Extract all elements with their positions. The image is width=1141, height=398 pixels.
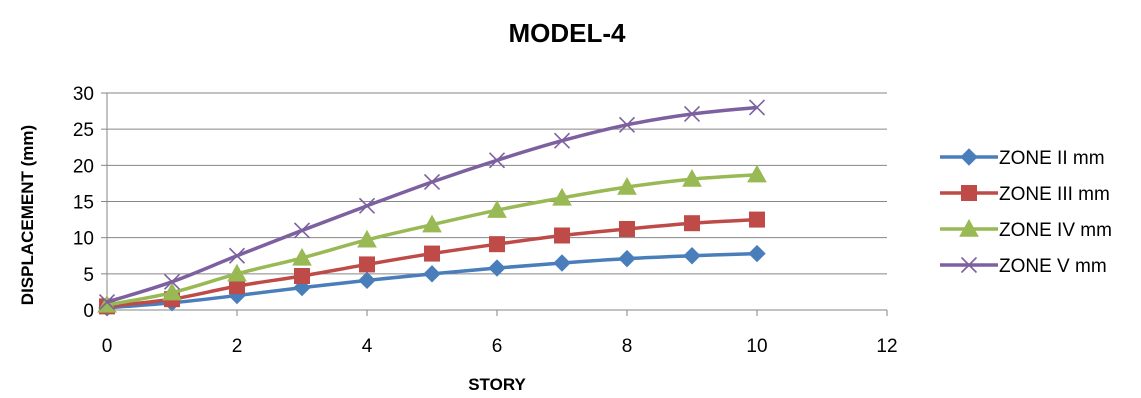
marker-stroke xyxy=(423,173,441,191)
series-3 xyxy=(97,164,767,313)
data-point xyxy=(748,244,766,263)
data-point xyxy=(487,200,507,218)
data-point xyxy=(97,294,117,313)
data-point xyxy=(294,268,310,285)
y-tick-label: 20 xyxy=(73,156,94,177)
data-point xyxy=(358,197,376,214)
x-tick-label: 2 xyxy=(232,336,243,357)
axes xyxy=(101,92,888,316)
data-point xyxy=(163,273,181,290)
plot-area xyxy=(97,99,767,317)
legend-item: ZONE V mm xyxy=(940,256,1107,277)
legend-label: ZONE II mm xyxy=(999,148,1105,169)
legend-marker xyxy=(959,218,979,237)
chart-title: MODEL-4 xyxy=(509,18,627,48)
y-axis-title: DISPLACEMENT (mm) xyxy=(18,125,37,305)
data-point xyxy=(554,227,570,244)
legend-marker xyxy=(960,256,978,274)
marker-stroke xyxy=(683,105,701,123)
x-tick-label: 4 xyxy=(362,336,373,357)
y-tick-labels: 0 5 10 15 20 25 30 xyxy=(73,84,94,322)
data-point xyxy=(749,211,765,228)
series-line xyxy=(106,172,758,307)
data-point xyxy=(423,265,441,283)
legend-label: ZONE IV mm xyxy=(999,220,1112,241)
data-point xyxy=(683,247,701,265)
marker-stroke xyxy=(228,247,246,264)
legend-marker xyxy=(961,185,977,201)
data-point xyxy=(423,173,441,191)
legend-item: ZONE II mm xyxy=(940,148,1105,169)
data-point xyxy=(553,254,571,272)
data-point xyxy=(227,263,247,282)
marker-stroke xyxy=(618,116,636,133)
legend-label: ZONE V mm xyxy=(999,256,1107,277)
marker-stroke xyxy=(748,99,766,116)
marker-stroke xyxy=(293,222,311,239)
x-tick-label: 10 xyxy=(746,336,767,357)
data-point xyxy=(292,247,312,266)
data-point xyxy=(618,116,636,133)
marker-stroke xyxy=(488,152,506,169)
series-line xyxy=(106,217,758,309)
data-point xyxy=(552,187,572,206)
legend-marker xyxy=(960,148,978,166)
data-point xyxy=(618,249,636,268)
data-point xyxy=(424,245,440,262)
x-axis-title: STORY xyxy=(468,375,526,394)
data-point xyxy=(293,222,311,239)
data-point xyxy=(358,271,376,290)
y-tick-label: 25 xyxy=(73,120,94,141)
data-point xyxy=(228,247,246,264)
data-point xyxy=(162,282,182,301)
legend-label: ZONE III mm xyxy=(999,184,1110,205)
data-point xyxy=(98,293,116,311)
data-point xyxy=(488,152,506,169)
x-tick-label: 8 xyxy=(622,336,633,357)
data-point xyxy=(619,220,635,237)
y-tick-label: 0 xyxy=(83,301,94,322)
data-point xyxy=(359,256,375,273)
y-tick-label: 30 xyxy=(73,84,94,105)
marker-stroke xyxy=(358,197,376,214)
data-point xyxy=(422,214,442,233)
legend-item: ZONE III mm xyxy=(940,184,1110,205)
x-tick-label: 6 xyxy=(492,336,503,357)
x-tick-label: 0 xyxy=(102,336,113,357)
marker-stroke xyxy=(553,132,571,149)
data-point xyxy=(748,99,766,116)
data-point xyxy=(747,164,767,183)
marker-stroke xyxy=(98,293,116,311)
series-2 xyxy=(99,211,765,315)
legend: ZONE II mm ZONE III mm ZONE IV mm ZONE V mm xyxy=(940,148,1112,277)
y-tick-label: 5 xyxy=(83,265,94,286)
data-point xyxy=(617,177,637,195)
data-point xyxy=(684,215,700,232)
data-point xyxy=(489,236,505,253)
marker-stroke xyxy=(163,273,181,290)
y-tick-label: 15 xyxy=(73,193,94,214)
legend-item: ZONE IV mm xyxy=(940,218,1112,241)
data-point xyxy=(488,259,506,277)
data-point xyxy=(553,132,571,149)
x-tick-labels: 0 2 4 6 8 10 12 xyxy=(102,336,898,357)
data-point xyxy=(357,229,377,248)
data-point xyxy=(682,169,702,187)
x-tick-label: 12 xyxy=(876,336,897,357)
series-4 xyxy=(98,99,766,311)
marker-stroke xyxy=(960,256,978,274)
data-point xyxy=(683,105,701,123)
y-tick-label: 10 xyxy=(73,229,94,250)
